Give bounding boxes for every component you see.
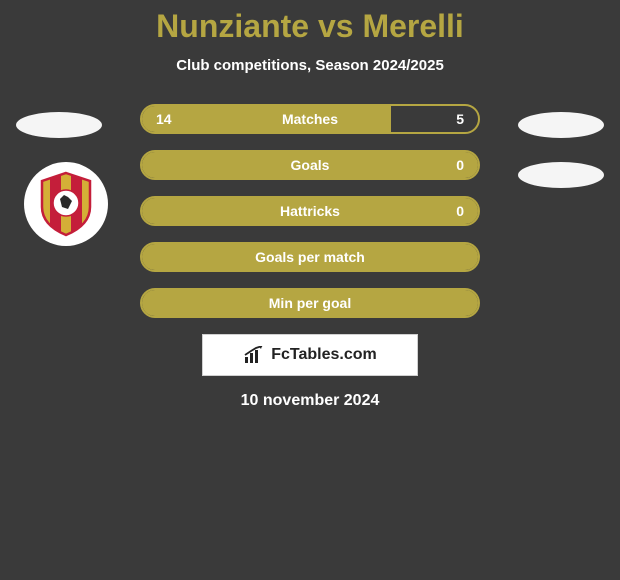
stat-right-value: 5 [456, 111, 464, 127]
page-title: Nunziante vs Merelli [0, 8, 620, 45]
brand-text: FcTables.com [271, 346, 377, 364]
brand-box[interactable]: FcTables.com [202, 334, 418, 376]
player-right-avatar [518, 112, 604, 138]
stat-label: Hattricks [142, 203, 478, 219]
stat-bar-goals: Goals 0 [140, 150, 480, 180]
stat-label: Min per goal [142, 295, 478, 311]
stat-label: Goals [142, 157, 478, 173]
stat-label: Goals per match [142, 249, 478, 265]
subtitle: Club competitions, Season 2024/2025 [0, 57, 620, 74]
stat-bar-hattricks: Hattricks 0 [140, 196, 480, 226]
player-left-club-badge [24, 162, 108, 246]
stat-bar-goals-per-match: Goals per match [140, 242, 480, 272]
stat-right-value: 0 [456, 203, 464, 219]
main-area: 14 Matches 5 Goals 0 Hattricks 0 Goals p… [0, 104, 620, 410]
comparison-card: Nunziante vs Merelli Club competitions, … [0, 0, 620, 410]
player-right-club-avatar [518, 162, 604, 188]
chart-icon [243, 346, 265, 364]
club-badge-icon [38, 171, 94, 237]
date-text: 10 november 2024 [0, 392, 620, 410]
stat-label: Matches [142, 111, 478, 127]
stat-bar-matches: 14 Matches 5 [140, 104, 480, 134]
player-left-avatar [16, 112, 102, 138]
stat-bar-min-per-goal: Min per goal [140, 288, 480, 318]
stat-right-value: 0 [456, 157, 464, 173]
